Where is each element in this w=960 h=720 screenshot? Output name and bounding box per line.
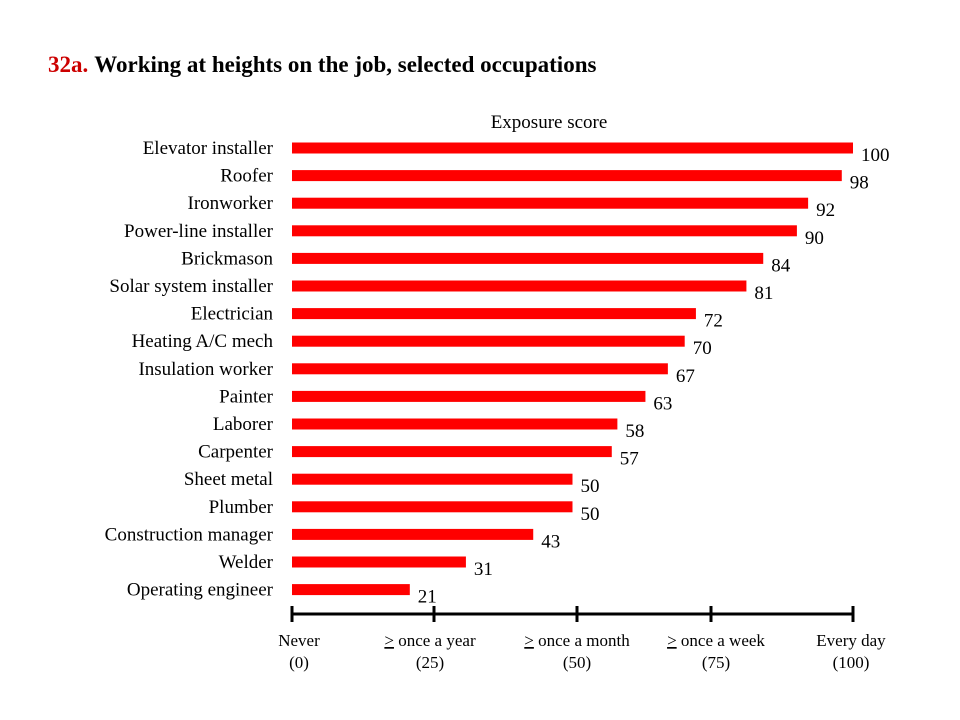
category-label: Roofer (220, 166, 273, 187)
bar (292, 584, 410, 596)
x-tick-label: > once a year (384, 631, 476, 650)
value-label: 58 (625, 421, 644, 442)
bar (292, 390, 646, 402)
bar (292, 556, 466, 568)
value-label: 31 (474, 559, 493, 580)
x-tick-label: Every day (816, 631, 886, 650)
value-label: 81 (754, 283, 773, 304)
x-tick-label-text: Never (278, 631, 320, 650)
x-tick-sublabel: (0) (289, 653, 309, 672)
value-label: 67 (676, 366, 695, 387)
value-label: 70 (693, 338, 712, 359)
value-label: 92 (816, 200, 835, 221)
x-tick-label-text: once a month (534, 631, 630, 650)
chart-title-number: 32a. (48, 52, 88, 77)
value-label: 90 (805, 228, 824, 249)
category-label: Laborer (213, 414, 274, 435)
value-label: 84 (771, 255, 791, 276)
x-axis-label: Exposure score (491, 112, 608, 133)
category-label: Painter (219, 386, 273, 407)
value-label: 63 (653, 393, 672, 414)
x-axis: Never (0) > once a year (25) > once a month (… (278, 606, 886, 672)
category-label: Insulation worker (138, 359, 273, 380)
value-label: 50 (581, 476, 600, 497)
x-tick-label-text: once a week (677, 631, 766, 650)
bar (292, 446, 612, 458)
category-label: Elevator installer (143, 138, 274, 159)
chart-title-text: Working at heights on the job, selected … (94, 52, 596, 77)
value-label: 57 (620, 449, 639, 470)
bar (292, 473, 573, 485)
x-tick-sublabel: (25) (416, 653, 444, 672)
category-label: Construction manager (105, 524, 274, 545)
category-label: Heating A/C mech (132, 331, 274, 352)
category-labels-group: Elevator installer Roofer Ironworker Power-… (105, 138, 274, 601)
x-tick-label-text: Every day (816, 631, 886, 650)
x-tick-label-prefix: > (524, 631, 534, 650)
category-label: Power-line installer (124, 221, 274, 242)
bar (292, 142, 853, 154)
x-tick-sublabel: (100) (833, 653, 870, 672)
x-tick-label: > once a week (667, 631, 765, 650)
bar (292, 363, 668, 375)
bar (292, 225, 797, 237)
category-label: Electrician (191, 304, 274, 325)
chart-title: 32a. Working at heights on the job, selec… (48, 52, 596, 77)
value-label: 72 (704, 311, 723, 332)
x-tick-label: Never (278, 631, 320, 650)
bar (292, 308, 696, 320)
bar (292, 528, 534, 540)
x-tick-label-prefix: > (667, 631, 677, 650)
value-label: 21 (418, 587, 437, 608)
bar (292, 197, 809, 209)
x-tick-sublabel: (75) (702, 653, 730, 672)
value-label: 43 (541, 531, 560, 552)
category-label: Plumber (209, 497, 274, 518)
category-label: Sheet metal (184, 469, 273, 490)
category-label: Carpenter (198, 442, 274, 463)
bar (292, 252, 764, 264)
category-label: Operating engineer (127, 580, 274, 601)
value-label: 50 (581, 504, 600, 525)
category-label: Welder (219, 552, 274, 573)
bar (292, 335, 685, 347)
value-label: 100 (861, 145, 890, 166)
x-tick-label-text: once a year (394, 631, 476, 650)
bar (292, 501, 573, 513)
bar (292, 418, 618, 430)
category-label: Ironworker (188, 193, 274, 214)
x-tick-sublabel: (50) (563, 653, 591, 672)
category-label: Brickmason (181, 248, 273, 269)
x-tick-label-prefix: > (384, 631, 394, 650)
bar (292, 170, 842, 182)
bars-group (292, 142, 853, 596)
value-label: 98 (850, 173, 869, 194)
category-label: Solar system installer (109, 276, 273, 297)
bar (292, 280, 747, 292)
x-tick-label: > once a month (524, 631, 630, 650)
